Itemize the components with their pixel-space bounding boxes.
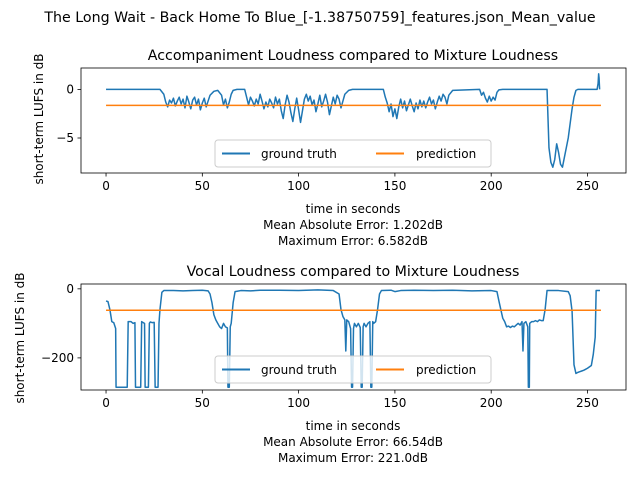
vocal-chart: Vocal Loudness compared to Mixture Loudn… — [13, 264, 627, 465]
x-tick-label: 0 — [102, 179, 110, 193]
y-tick-label: 0 — [66, 82, 74, 96]
legend-frame — [214, 355, 492, 384]
accompaniment-chart: Accompaniment Loudness compared to Mixtu… — [32, 48, 627, 248]
y-tick-label: −5 — [56, 131, 74, 145]
legend-label-ground-truth: ground truth — [261, 363, 337, 377]
legend-label-prediction: prediction — [416, 147, 476, 161]
x-axis-label: time in seconds — [306, 202, 401, 216]
y-axis-label: short-term LUFS in dB — [13, 272, 27, 403]
metric-max-error: Maximum Error: 6.582dB — [278, 234, 428, 248]
plot-frame — [80, 283, 627, 391]
chart-title: Vocal Loudness compared to Mixture Loudn… — [187, 264, 520, 280]
legend-frame — [214, 139, 492, 168]
chart-title: Accompaniment Loudness compared to Mixtu… — [148, 48, 558, 64]
series-line-ground-truth — [105, 289, 600, 388]
legend-label-prediction: prediction — [416, 363, 476, 377]
plot-frame — [80, 67, 627, 174]
metric-mae: Mean Absolute Error: 66.54dB — [263, 435, 443, 449]
x-tick-label: 150 — [383, 179, 406, 193]
x-tick-label: 200 — [480, 396, 503, 410]
x-tick-label: 100 — [287, 179, 310, 193]
x-axis-label: time in seconds — [306, 419, 401, 433]
x-tick-label: 150 — [383, 396, 406, 410]
series-line-ground-truth — [106, 73, 601, 168]
x-tick-label: 250 — [576, 396, 599, 410]
y-axis-label: short-term LUFS in dB — [32, 53, 46, 184]
x-tick-label: 50 — [195, 179, 210, 193]
x-tick-label: 200 — [480, 179, 503, 193]
figure-title: The Long Wait - Back Home To Blue_[-1.38… — [43, 10, 595, 26]
x-tick-label: 0 — [102, 396, 110, 410]
legend: ground truth prediction — [214, 355, 492, 384]
x-tick-label: 100 — [287, 396, 310, 410]
x-tick-label: 50 — [195, 396, 210, 410]
y-tick-label: 0 — [66, 282, 74, 296]
y-tick-label: −200 — [41, 351, 74, 365]
x-tick-label: 250 — [576, 179, 599, 193]
metric-max-error: Maximum Error: 221.0dB — [278, 451, 428, 465]
legend-label-ground-truth: ground truth — [261, 147, 337, 161]
metric-mae: Mean Absolute Error: 1.202dB — [263, 218, 443, 232]
legend: ground truth prediction — [214, 139, 492, 168]
